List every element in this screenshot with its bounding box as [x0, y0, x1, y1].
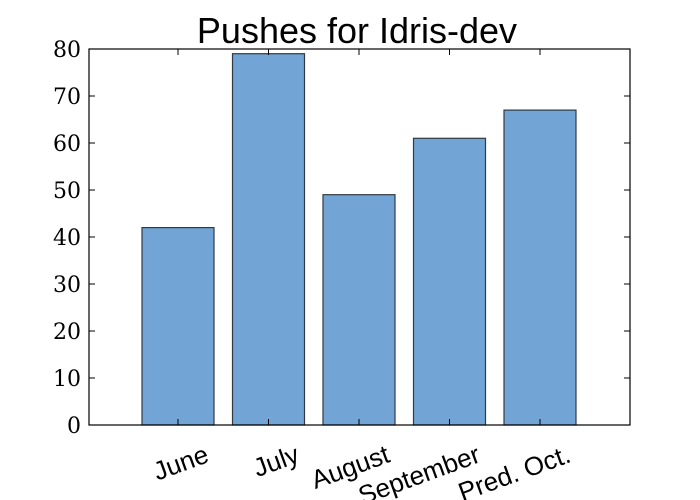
bar-july: [231, 53, 306, 426]
bars-group: [141, 53, 577, 426]
y-tick-label: 50: [53, 179, 81, 204]
y-tick-label: 70: [53, 85, 81, 110]
y-axis: 0 10 20 30 40 50 60 70 80: [53, 38, 630, 439]
x-tick-label: July: [249, 439, 303, 483]
bar-august: [322, 194, 396, 426]
x-tick-label: June: [149, 439, 212, 486]
y-tick-label: 10: [53, 367, 81, 392]
bar-pred-oct: [503, 109, 577, 426]
y-tick-label: 40: [53, 226, 81, 251]
y-tick-label: 0: [67, 414, 81, 439]
y-tick-label: 30: [53, 273, 81, 298]
bar-june: [141, 227, 215, 426]
bar-september: [412, 137, 487, 426]
y-tick-label: 80: [53, 38, 81, 63]
y-tick-label: 60: [53, 132, 81, 157]
y-tick-label: 20: [53, 320, 81, 345]
chart-title: Pushes for Idris-dev: [197, 10, 517, 51]
